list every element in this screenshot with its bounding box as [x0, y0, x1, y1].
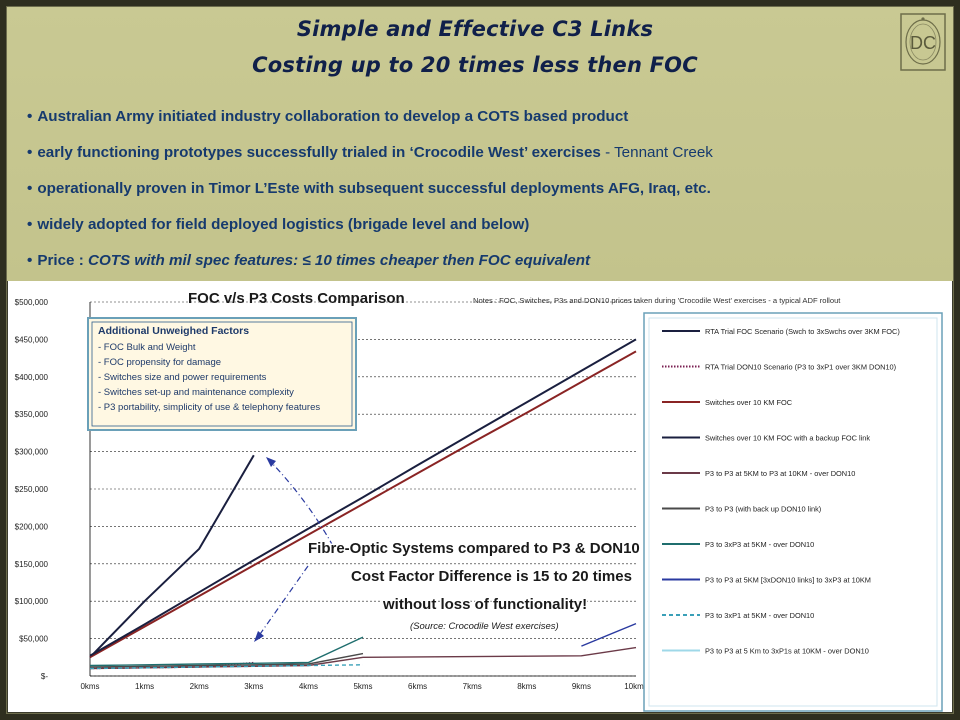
y-tick-label: $250,000 [15, 485, 49, 494]
factor-item: - P3 portability, simplicity of use & te… [98, 402, 320, 413]
legend-label: Switches over 10 KM FOC with a backup FO… [705, 434, 870, 443]
chart-svg: FOC v/s P3 Costs Comparison Notes : FOC,… [15, 290, 943, 712]
x-tick-label: 0kms [80, 682, 99, 691]
legend-label: RTA Trial FOC Scenario (Swch to 3xSwchs … [705, 327, 900, 336]
annotation-line2: Cost Factor Difference is 15 to 20 times [351, 568, 632, 585]
x-tick-label: 4kms [299, 682, 318, 691]
factor-item: - FOC propensity for damage [98, 357, 221, 368]
x-tick-label: 3kms [244, 682, 263, 691]
legend-label: P3 to P3 (with back up DON10 link) [705, 505, 821, 514]
arrow-head-icon [254, 631, 264, 642]
legend-label: P3 to 3xP1 at 5KM - over DON10 [705, 611, 814, 620]
x-tick-label: 9kms [572, 682, 591, 691]
y-tick-label: $400,000 [15, 373, 49, 382]
y-tick-label: $- [41, 672, 48, 681]
y-tick-label: $450,000 [15, 335, 49, 344]
y-axis-ticks: $- $50,000 $100,000 $150,000 $200,000 $250,00… [15, 298, 49, 681]
legend-label: P3 to P3 at 5KM to P3 at 10KM - over DON… [705, 469, 855, 478]
factor-item: - Switches set-up and maintenance comple… [98, 387, 294, 398]
bullet-list: • Australian Army initiated industry coll… [27, 106, 937, 286]
x-tick-label: 5kms [353, 682, 372, 691]
series-lines [89, 338, 637, 670]
annotation-text: Fibre-Optic Systems compared to P3 & DON… [307, 539, 642, 633]
series-line [581, 622, 637, 647]
series-line [89, 454, 255, 658]
factors-box: Additional Unweighed Factors - FOC Bulk … [87, 317, 357, 431]
x-tick-label: 6kms [408, 682, 427, 691]
legend-label: P3 to P3 at 5KM [3xDON10 links] to 3xP3 … [705, 576, 871, 585]
series-line [89, 636, 364, 667]
y-tick-label: $350,000 [15, 410, 49, 419]
y-tick-label: $50,000 [19, 635, 48, 644]
legend-label: Switches over 10 KM FOC [705, 398, 793, 407]
bullet-item: • Australian Army initiated industry coll… [27, 108, 629, 125]
x-tick-label: 10kms [624, 682, 648, 691]
annotation-arrows [254, 457, 334, 642]
factors-title: Additional Unweighed Factors [98, 325, 249, 337]
legend-label: P3 to P3 at 5 Km to 3xP1s at 10KM - over… [705, 647, 869, 656]
chart-title: FOC v/s P3 Costs Comparison [188, 290, 405, 307]
y-tick-label: $100,000 [15, 597, 49, 606]
x-tick-label: 7kms [463, 682, 482, 691]
y-tick-label: $200,000 [15, 522, 49, 531]
legend: RTA Trial FOC Scenario (Swch to 3xSwchs … [643, 312, 943, 712]
slide-title-line1: Simple and Effective C3 Links [296, 17, 654, 41]
annotation-source: (Source: Crocodile West exercises) [410, 621, 559, 632]
factor-item: - FOC Bulk and Weight [98, 342, 196, 353]
chart-grid [89, 301, 636, 677]
legend-label: RTA Trial DON10 Scenario (P3 to 3xP1 ove… [705, 363, 896, 372]
x-tick-label: 2kms [190, 682, 209, 691]
annotation-line1: Fibre-Optic Systems compared to P3 & DON… [308, 540, 640, 557]
y-tick-label: $300,000 [15, 448, 49, 457]
x-tick-label: 8kms [517, 682, 536, 691]
cost-comparison-chart: FOC v/s P3 Costs Comparison Notes : FOC,… [8, 281, 952, 712]
bullet-item: • Price : COTS with mil spec features: ≤ … [27, 252, 591, 269]
series-line [89, 652, 364, 668]
series-line [89, 350, 637, 659]
arrow-head-icon [266, 457, 276, 467]
slide-title-line2: Costing up to 20 times less then FOC [252, 53, 698, 77]
bullet-item: • operationally proven in Timor L’Este wi… [27, 180, 711, 197]
series-line [89, 338, 637, 657]
bullet-item: • early functioning prototypes successful… [27, 144, 713, 161]
y-tick-label: $500,000 [15, 298, 49, 307]
dc-logo-icon: DC [900, 13, 946, 71]
bullet-item: • widely adopted for field deployed logis… [27, 216, 530, 233]
x-axis-ticks: 0kms 1kms 2kms 3kms 4kms 5kms 6kms 7kms 8kms 9kms… [80, 682, 647, 691]
series-line [89, 664, 364, 670]
logo-text: DC [910, 33, 936, 53]
x-tick-label: 1kms [135, 682, 154, 691]
header-background [6, 6, 954, 281]
y-tick-label: $150,000 [15, 560, 49, 569]
legend-label: P3 to 3xP3 at 5KM - over DON10 [705, 540, 814, 549]
chart-notes: Notes : FOC, Switches, P3s and DON10 pri… [473, 296, 841, 305]
factor-item: - Switches size and power requirements [98, 372, 267, 383]
annotation-line3: without loss of functionality! [382, 596, 587, 613]
